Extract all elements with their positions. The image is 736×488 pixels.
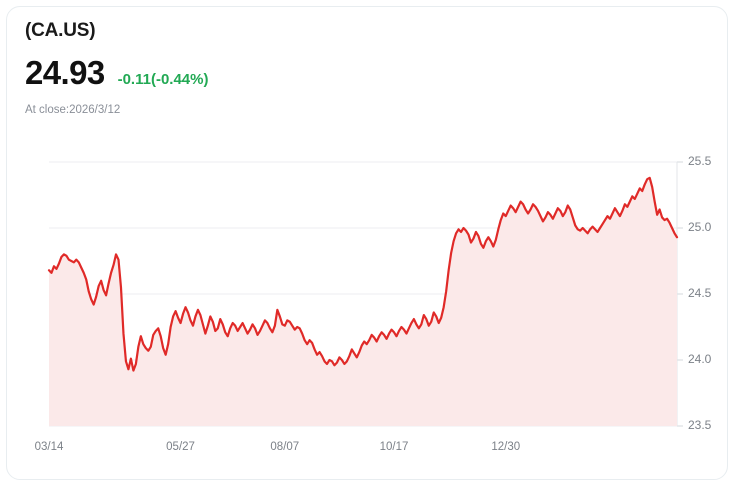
price-area-fill: [49, 177, 677, 426]
price-chart[interactable]: 25.5 25.0 24.5 24.0 23.5 03/14 05/27 08/07 10/1…: [7, 147, 728, 467]
last-price: 24.93: [25, 54, 105, 91]
quote-header: (CA.US) 24.93 -0.11(-0.44%) At close:202…: [25, 19, 425, 118]
x-axis-label: 08/07: [270, 441, 299, 453]
symbol-label: (CA.US): [25, 20, 96, 41]
y-axis-label: 25.5: [688, 154, 712, 168]
price-change: -0.11(-0.44%): [117, 71, 209, 88]
x-axis-label: 12/30: [491, 441, 520, 453]
at-close-timestamp: At close:2026/3/12: [25, 104, 121, 116]
price-row: 24.93 -0.11(-0.44%): [25, 55, 425, 91]
y-axis-label: 23.5: [688, 418, 712, 432]
x-axis-label: 05/27: [166, 441, 195, 453]
y-axis-label: 24.5: [688, 286, 712, 300]
quote-card: (CA.US) 24.93 -0.11(-0.44%) At close:202…: [6, 6, 728, 480]
x-axis-labels: 03/14 05/27 08/07 10/17 12/30: [35, 441, 521, 453]
y-axis-label: 25.0: [688, 220, 712, 234]
x-axis-label: 10/17: [380, 441, 409, 453]
x-axis-label: 03/14: [35, 441, 64, 453]
y-axis-labels: 25.5 25.0 24.5 24.0 23.5: [688, 154, 712, 432]
price-chart-svg[interactable]: 25.5 25.0 24.5 24.0 23.5 03/14 05/27 08/07 10/1…: [7, 147, 728, 467]
price-line: [47, 176, 679, 372]
y-axis-label: 24.0: [688, 352, 712, 366]
